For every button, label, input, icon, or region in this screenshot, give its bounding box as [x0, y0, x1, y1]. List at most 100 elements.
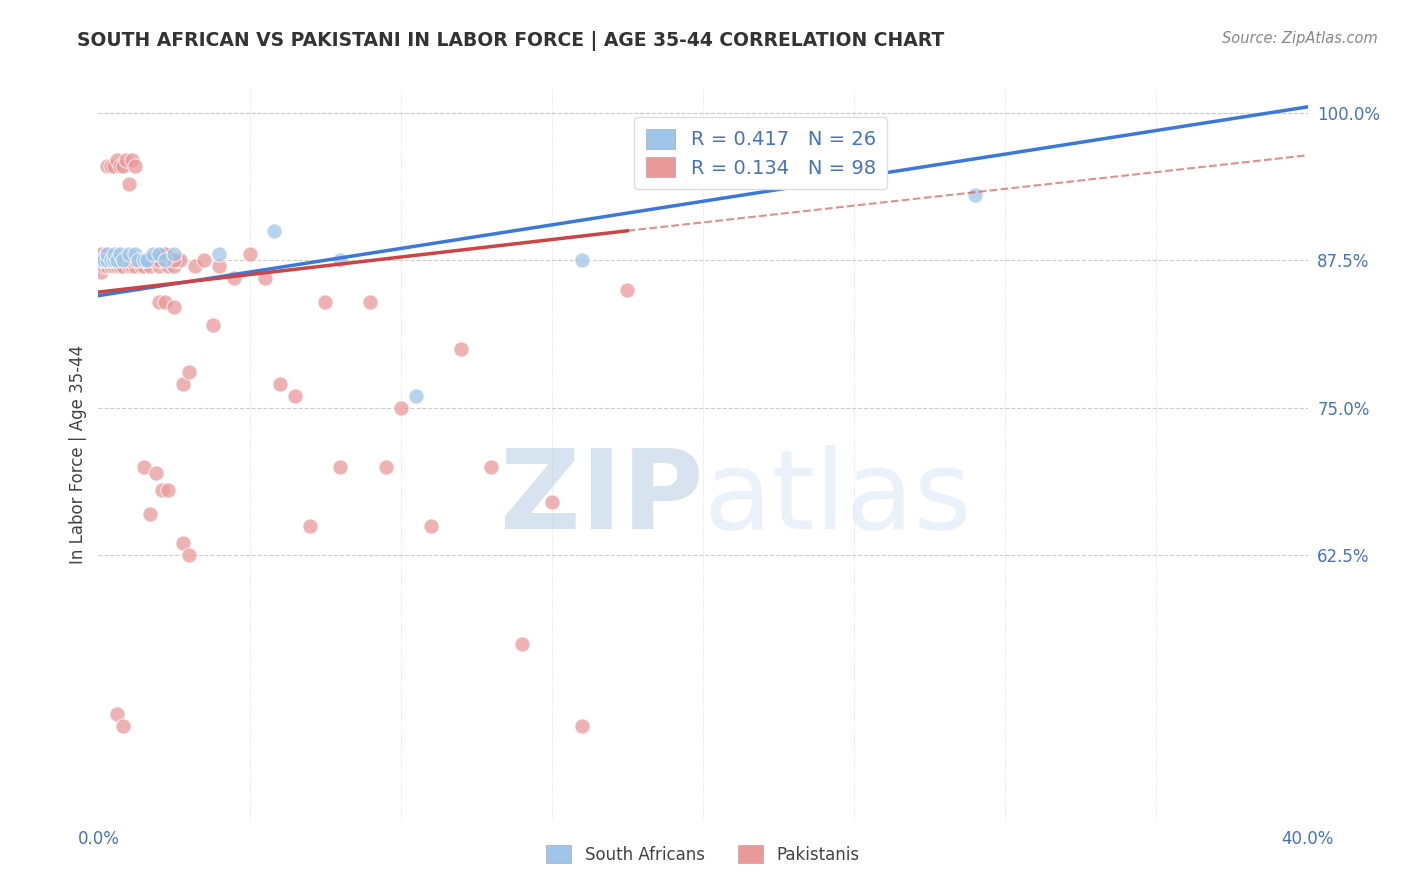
Point [111, 253, 134, 268]
Point [111, 259, 134, 273]
Point [389, 401, 412, 415]
Point [208, 247, 231, 261]
Point [224, 271, 246, 285]
Point [132, 253, 155, 268]
Text: atlas: atlas [703, 445, 972, 552]
Point [111, 719, 134, 733]
Point [314, 294, 336, 309]
Point [105, 253, 128, 268]
Legend: R = 0.417   N = 26, R = 0.134   N = 98: R = 0.417 N = 26, R = 0.134 N = 98 [634, 117, 887, 189]
Text: ZIP: ZIP [499, 445, 703, 552]
Text: SOUTH AFRICAN VS PAKISTANI IN LABOR FORCE | AGE 35-44 CORRELATION CHART: SOUTH AFRICAN VS PAKISTANI IN LABOR FORC… [77, 31, 945, 51]
Point [118, 177, 141, 191]
Point [202, 318, 225, 333]
Point [124, 259, 146, 273]
Point [96, 247, 118, 261]
Point [93, 253, 115, 268]
Point [132, 459, 155, 474]
Point [132, 259, 155, 273]
Point [100, 253, 122, 268]
Point [135, 253, 157, 268]
Point [510, 637, 533, 651]
Point [160, 253, 183, 268]
Point [93, 253, 115, 268]
Text: Source: ZipAtlas.com: Source: ZipAtlas.com [1222, 31, 1378, 46]
Point [132, 253, 155, 268]
Point [179, 365, 201, 379]
Point [163, 247, 186, 261]
Point [148, 247, 170, 261]
Point [148, 294, 170, 309]
Point [253, 271, 276, 285]
Point [450, 342, 472, 356]
Point [127, 253, 149, 268]
Point [571, 719, 593, 733]
Point [103, 253, 125, 268]
Point [96, 253, 118, 268]
Point [193, 253, 215, 268]
Point [121, 259, 143, 273]
Point [90, 253, 112, 268]
Point [263, 224, 285, 238]
Point [269, 377, 291, 392]
Point [121, 153, 143, 167]
Point [153, 294, 176, 309]
Point [481, 459, 503, 474]
Point [118, 253, 141, 268]
Point [129, 259, 152, 273]
Point [166, 253, 188, 268]
Point [124, 159, 146, 173]
Point [156, 259, 179, 273]
Point [208, 259, 231, 273]
Point [96, 253, 118, 268]
Point [96, 159, 118, 173]
Point [156, 483, 179, 498]
Point [100, 253, 122, 268]
Point [127, 253, 149, 268]
Point [103, 259, 125, 273]
Point [100, 159, 122, 173]
Point [148, 253, 170, 268]
Point [103, 159, 125, 173]
Point [118, 259, 141, 273]
Point [169, 253, 191, 268]
Point [121, 253, 143, 268]
Point [142, 253, 165, 268]
Point [163, 259, 186, 273]
Point [135, 253, 157, 268]
Point [329, 459, 352, 474]
Point [108, 259, 131, 273]
Point [172, 377, 194, 392]
Point [96, 259, 118, 273]
Point [103, 253, 125, 268]
Point [93, 259, 115, 273]
Point [163, 253, 186, 268]
Point [239, 247, 262, 261]
Point [153, 253, 176, 268]
Point [90, 253, 112, 268]
Point [145, 466, 167, 480]
Point [96, 247, 118, 261]
Point [105, 707, 128, 722]
Point [105, 259, 128, 273]
Point [142, 247, 165, 261]
Point [118, 247, 141, 261]
Point [148, 259, 170, 273]
Point [90, 247, 112, 261]
Point [114, 253, 136, 268]
Point [111, 253, 134, 268]
Point [571, 253, 593, 268]
Point [405, 389, 427, 403]
Point [139, 259, 162, 273]
Point [103, 247, 125, 261]
Point [150, 483, 173, 498]
Point [111, 159, 134, 173]
Point [114, 153, 136, 167]
Point [329, 253, 352, 268]
Point [90, 265, 112, 279]
Point [90, 253, 112, 268]
Point [132, 253, 155, 268]
Point [540, 495, 562, 509]
Point [163, 301, 186, 315]
Point [153, 247, 176, 261]
